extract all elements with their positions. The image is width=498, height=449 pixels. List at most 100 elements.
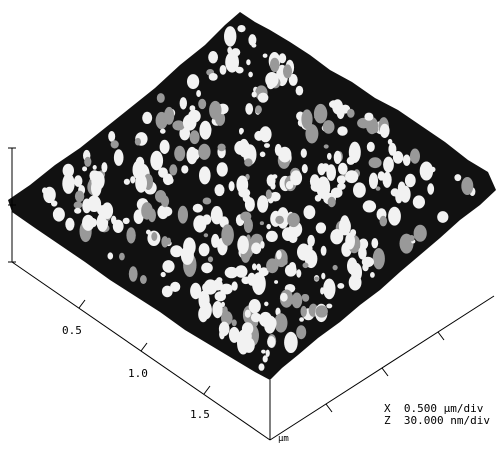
texture-blob (225, 52, 239, 73)
texture-blob (111, 140, 119, 148)
texture-blob (84, 157, 91, 167)
texture-blob (327, 153, 332, 160)
texture-blob (270, 58, 280, 72)
texture-blob (326, 304, 332, 309)
texture-blob (314, 115, 319, 119)
texture-blob (108, 252, 114, 259)
texture-blob (261, 350, 266, 354)
texture-blob (239, 128, 243, 135)
texture-blob (180, 97, 187, 109)
texture-blob (108, 131, 115, 142)
texture-blob (369, 173, 378, 189)
texture-blob (181, 165, 188, 173)
texture-blob (190, 130, 200, 144)
texture-blob (420, 162, 433, 181)
texture-blob (65, 218, 74, 231)
texture-blob (314, 277, 319, 281)
texture-blob (161, 195, 169, 207)
texture-blob (170, 282, 180, 292)
texture-blob (280, 293, 288, 302)
texture-blob (289, 233, 298, 243)
afm-figure: 0.5 1.0 1.5 µm X 0.500 µm/div Z 30.000 n… (0, 0, 498, 449)
texture-blob (221, 224, 234, 246)
texture-blob (43, 187, 56, 203)
texture-blob (246, 59, 250, 65)
texture-blob (272, 174, 277, 179)
texture-blob (267, 336, 275, 348)
texture-blob (254, 131, 263, 141)
texture-blob (82, 166, 87, 171)
texture-blob (334, 151, 342, 164)
texture-blob (409, 235, 415, 241)
texture-blob (304, 205, 316, 219)
texture-blob (364, 113, 373, 121)
texture-blob (347, 109, 355, 118)
texture-blob (259, 363, 265, 370)
texture-blob (270, 183, 275, 190)
texture-blob (221, 302, 225, 307)
texture-blob (193, 204, 203, 213)
texture-blob (209, 73, 218, 81)
texture-blob (220, 284, 233, 295)
texture-blob (329, 100, 339, 108)
texture-blob (245, 103, 253, 115)
texture-blob (303, 263, 309, 269)
texture-blob (383, 157, 394, 173)
texture-blob (301, 149, 307, 158)
texture-blob (388, 207, 401, 226)
texture-blob (256, 264, 261, 271)
texture-blob (82, 199, 91, 214)
texture-blob (405, 174, 416, 187)
texture-blob (199, 243, 210, 256)
texture-blob (219, 329, 225, 339)
texture-blob (380, 124, 390, 138)
texture-blob (146, 230, 151, 235)
texture-blob (337, 175, 346, 184)
texture-blob (248, 202, 255, 208)
texture-blob (287, 213, 300, 227)
texture-blob (316, 305, 328, 317)
texture-blob (249, 299, 261, 313)
texture-blob (301, 306, 307, 317)
texture-blob (167, 177, 174, 184)
texture-blob (63, 164, 74, 178)
scale-z: Z 30.000 nm/div (384, 414, 490, 427)
texture-blob (129, 266, 138, 282)
texture-blob (135, 174, 147, 193)
texture-blob (142, 112, 152, 124)
texture-blob (279, 53, 287, 63)
texture-blob (266, 224, 271, 229)
texture-blob (251, 243, 261, 255)
texture-blob (299, 317, 304, 322)
texture-blob (91, 171, 104, 190)
texture-blob (274, 280, 278, 284)
texture-blob (252, 92, 257, 98)
texture-blob (209, 101, 221, 120)
texture-blob (74, 175, 82, 187)
texture-blob (151, 232, 157, 241)
texture-blob (222, 306, 227, 315)
texture-blob (269, 321, 274, 326)
texture-blob (141, 202, 153, 220)
texture-blob (216, 277, 222, 283)
texture-blob (74, 201, 83, 208)
texture-blob (275, 216, 284, 224)
texture-blob (164, 107, 174, 125)
texture-blob (162, 260, 174, 273)
texture-blob (187, 74, 199, 89)
x-tick (204, 386, 210, 394)
texture-blob (345, 170, 358, 183)
texture-blob (215, 184, 225, 196)
texture-blob (266, 189, 272, 199)
texture-blob (74, 208, 81, 214)
texture-blob (255, 105, 262, 113)
texture-blob (266, 258, 278, 273)
texture-blob (53, 211, 57, 216)
texture-blob (161, 272, 166, 277)
texture-blob (363, 200, 376, 212)
texture-blob (403, 155, 411, 166)
texture-blob (373, 248, 385, 269)
texture-blob (208, 51, 218, 63)
texture-blob (362, 257, 374, 267)
texture-blob (296, 269, 301, 277)
